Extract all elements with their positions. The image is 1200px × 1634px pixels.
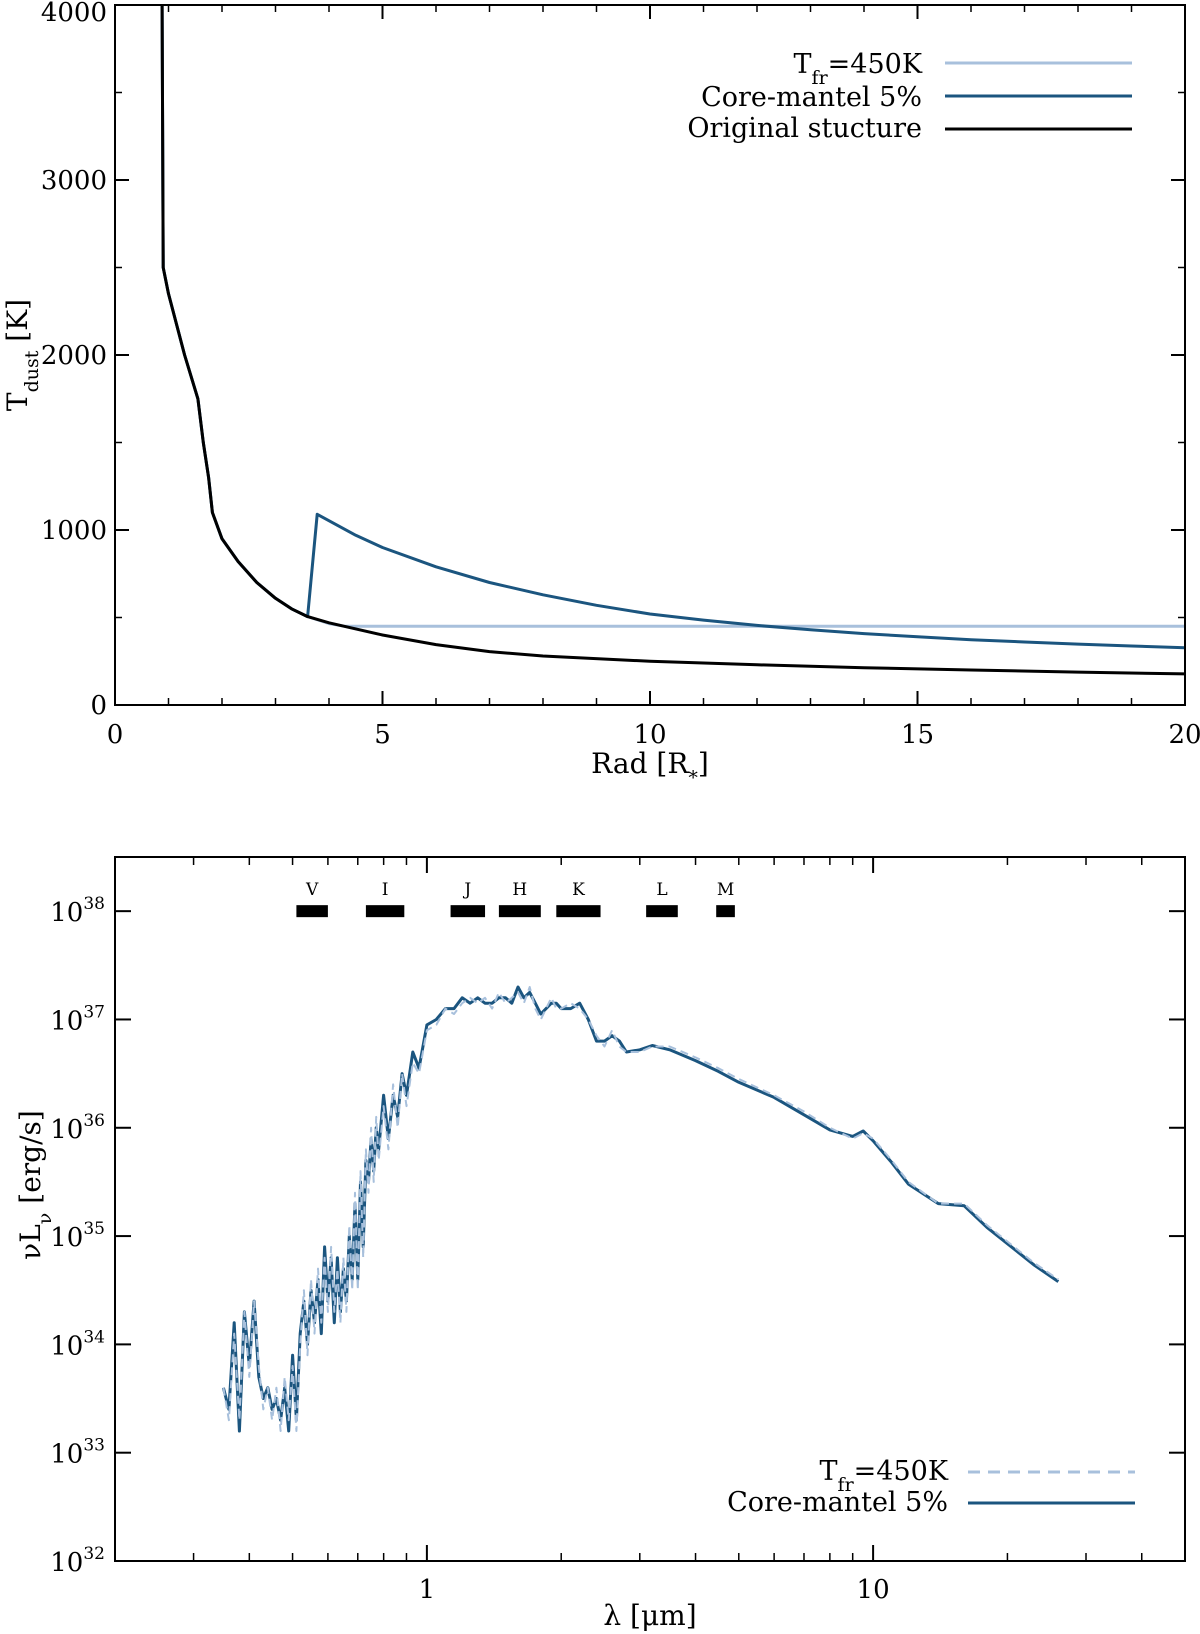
bottom-y-axis-label: νLν [erg/s] [14, 1110, 56, 1260]
band-bar-l [646, 905, 678, 918]
band-label-j: J [462, 880, 471, 900]
top-legend: Tfr=450K Core-mantel 5% Original stuctur… [687, 49, 1132, 144]
top-y-tick-label: 0 [90, 691, 107, 721]
band-bar-m [716, 905, 735, 918]
top-series-group [160, 4, 1186, 676]
band-label-v: V [305, 880, 319, 900]
band-label-m: M [717, 880, 734, 900]
top-series-line-original-stucture [160, 4, 1186, 676]
top-legend-label-original: Original stucture [687, 113, 922, 144]
bottom-legend-label-tfr: Tfr=450K [820, 1456, 949, 1496]
top-ticks-group: 0 5 10 15 20 0 1000 2000 3000 4000 [41, 0, 1200, 750]
band-bar-i [365, 905, 405, 918]
top-legend-label-core-mantel: Core-mantel 5% [701, 82, 922, 113]
top-y-tick-label: 2000 [41, 341, 107, 371]
band-label-i: I [382, 880, 389, 900]
bottom-x-tick-label: 1 [419, 1575, 436, 1605]
bottom-x-axis-label: λ [μm] [603, 1599, 696, 1632]
band-bar-j [450, 905, 486, 918]
temperature-profile-chart: 0 5 10 15 20 0 1000 2000 3000 4000 Tfr=450K Core-… [1, 0, 1200, 789]
bottom-y-tick-label: 1034 [50, 1327, 105, 1361]
band-label-k: K [572, 880, 585, 900]
bottom-x-tick-label: 10 [857, 1575, 890, 1605]
bottom-series-line-t-fr-450k [222, 986, 1059, 1432]
bottom-legend: Tfr=450K Core-mantel 5% [727, 1456, 1135, 1518]
band-bar-v [296, 905, 328, 918]
band-bar-h [498, 905, 541, 918]
top-legend-label-tfr: Tfr=450K [794, 49, 923, 89]
top-x-axis-label: Rad [R*] [591, 747, 709, 789]
top-y-tick-label: 4000 [41, 0, 107, 28]
bottom-y-tick-label: 1038 [50, 894, 105, 928]
bottom-plot-frame [114, 856, 1186, 1562]
top-y-tick-label: 1000 [41, 516, 107, 546]
bottom-y-tick-label: 1032 [50, 1544, 105, 1578]
bottom-legend-label-core-mantel: Core-mantel 5% [727, 1487, 948, 1518]
bottom-y-tick-label: 1035 [50, 1219, 105, 1253]
top-x-tick-label: 15 [901, 720, 934, 750]
top-y-tick-label: 3000 [41, 166, 107, 196]
bottom-y-tick-label: 1036 [50, 1111, 105, 1145]
bottom-series-group [221, 985, 1060, 1433]
top-y-axis-label: Tdust [K] [1, 299, 43, 411]
top-x-tick-label: 5 [374, 720, 391, 750]
bottom-series-line-core-mantel-5 [221, 985, 1060, 1433]
top-x-tick-label: 10 [633, 720, 666, 750]
bottom-y-tick-label: 1033 [50, 1436, 105, 1470]
band-bar-k [556, 905, 601, 918]
bottom-ticks-group: 1 10 1032 1033 1034 1035 1036 1037 1038 [50, 857, 1186, 1605]
band-label-l: L [656, 880, 667, 900]
bottom-y-tick-label: 1037 [50, 1002, 105, 1036]
top-x-tick-label: 0 [107, 720, 124, 750]
top-x-tick-label: 20 [1168, 720, 1200, 750]
band-label-h: H [512, 880, 527, 900]
top-series-line-core-mantel-5 [160, 4, 1186, 650]
